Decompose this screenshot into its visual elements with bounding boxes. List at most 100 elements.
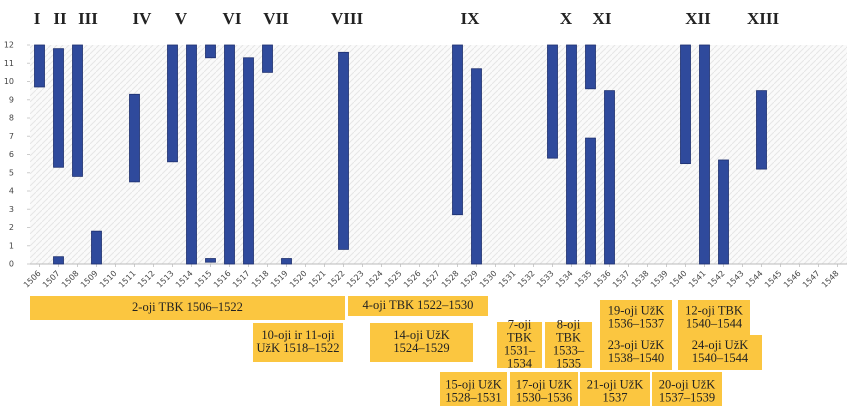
bar [129, 93, 140, 183]
x-tick-label: 1508 [60, 269, 81, 290]
period-label: TBK [556, 330, 581, 344]
x-tick-label: 1515 [193, 269, 214, 290]
period-label: 10-oji ir 11-oji [261, 328, 335, 342]
period-box [600, 300, 672, 336]
bar [585, 137, 596, 265]
x-tick-label: 1545 [763, 269, 784, 290]
y-tick-label: 3 [9, 205, 14, 214]
x-tick-label: 1519 [269, 269, 290, 290]
x-tick-label: 1520 [288, 269, 309, 290]
period-label: 1536–1537 [608, 316, 664, 330]
x-tick-label: 1512 [136, 269, 157, 290]
x-tick-label: 1530 [478, 269, 499, 290]
bar [585, 44, 596, 90]
bar [547, 44, 558, 159]
period-label: UžK 1518–1522 [257, 341, 340, 355]
period-label: 1524–1529 [393, 341, 449, 355]
x-tick-label: 1526 [402, 269, 423, 290]
period-numeral: V [175, 9, 188, 28]
period-numeral: VI [223, 9, 242, 28]
x-tick-label: 1535 [573, 269, 594, 290]
x-tick-label: 1539 [649, 269, 670, 290]
period-label: 1534 [507, 356, 533, 370]
x-tick-label: 1506 [22, 269, 43, 290]
period-label: 7-oji [508, 317, 532, 331]
period-numeral: I [34, 9, 41, 28]
period-box [510, 372, 578, 406]
period-label: 4-oji TBK 1522–1530 [363, 298, 474, 312]
period-numeral: XI [593, 9, 612, 28]
x-tick-label: 1524 [364, 269, 385, 290]
x-tick-label: 1544 [744, 269, 765, 290]
period-numeral: XIII [747, 9, 780, 28]
bar [452, 44, 463, 216]
period-numeral: VII [263, 9, 289, 28]
period-numeral: VIII [331, 9, 364, 28]
period-label: 14-oji UžK [393, 328, 450, 342]
bar [281, 258, 292, 265]
bar [72, 44, 83, 177]
x-tick-label: 1532 [516, 269, 537, 290]
bar [718, 159, 729, 265]
period-box [545, 322, 592, 368]
y-tick-label: 0 [9, 260, 14, 269]
period-numeral: X [560, 9, 573, 28]
bar [205, 258, 216, 263]
x-tick-label: 1537 [611, 269, 632, 290]
x-tick-label: 1507 [41, 269, 62, 290]
period-box [652, 372, 722, 406]
x-tick-label: 1523 [345, 269, 366, 290]
period-label: 1528–1531 [445, 390, 501, 404]
bar [34, 44, 45, 88]
x-tick-label: 1536 [592, 269, 613, 290]
period-numeral: III [78, 9, 98, 28]
bar [566, 44, 577, 265]
bar [604, 90, 615, 265]
period-label: 19-oji UžK [608, 303, 665, 317]
period-label: 2-oji TBK 1506–1522 [132, 300, 243, 314]
period-numeral: II [53, 9, 67, 28]
plot-area [30, 45, 847, 264]
bar [186, 44, 197, 265]
x-tick-label: 1511 [117, 269, 138, 290]
period-numeral: IX [461, 9, 481, 28]
period-label: 1540–1544 [692, 351, 749, 365]
x-tick-label: 1516 [212, 269, 233, 290]
period-label: 1531– [504, 343, 536, 357]
period-label: 1538–1540 [608, 351, 664, 365]
period-box [580, 372, 650, 406]
period-label: 12-oji TBK [685, 303, 743, 317]
x-tick-label: 1527 [421, 269, 442, 290]
period-label: 1540–1544 [686, 316, 743, 330]
period-box [30, 296, 345, 320]
period-box [497, 322, 542, 368]
period-label: 1530–1536 [516, 390, 572, 404]
period-box [440, 372, 507, 406]
x-tick-label: 1521 [307, 269, 328, 290]
period-label: 1535 [556, 356, 581, 370]
x-tick-label: 1538 [630, 269, 651, 290]
x-tick-label: 1533 [535, 269, 556, 290]
bar [53, 256, 64, 265]
y-tick-label: 8 [9, 114, 14, 123]
period-label: 1537 [603, 390, 628, 404]
y-tick-label: 11 [4, 59, 14, 68]
x-tick-label: 1517 [231, 269, 252, 290]
bar [699, 44, 710, 265]
x-tick-label: 1548 [820, 269, 841, 290]
x-tick-label: 1525 [383, 269, 404, 290]
x-tick-label: 1522 [326, 269, 347, 290]
period-label: 24-oji UžK [692, 338, 749, 352]
x-tick-label: 1510 [98, 269, 119, 290]
period-label: 8-oji [557, 317, 581, 331]
period-box [348, 296, 488, 316]
bar [224, 44, 235, 265]
x-tick-label: 1529 [459, 269, 480, 290]
x-tick-label: 1541 [687, 269, 708, 290]
x-tick-label: 1540 [668, 269, 689, 290]
period-box [370, 323, 473, 362]
x-tick-label: 1543 [725, 269, 746, 290]
x-tick-label: 1531 [497, 269, 518, 290]
y-tick-label: 7 [9, 132, 14, 141]
